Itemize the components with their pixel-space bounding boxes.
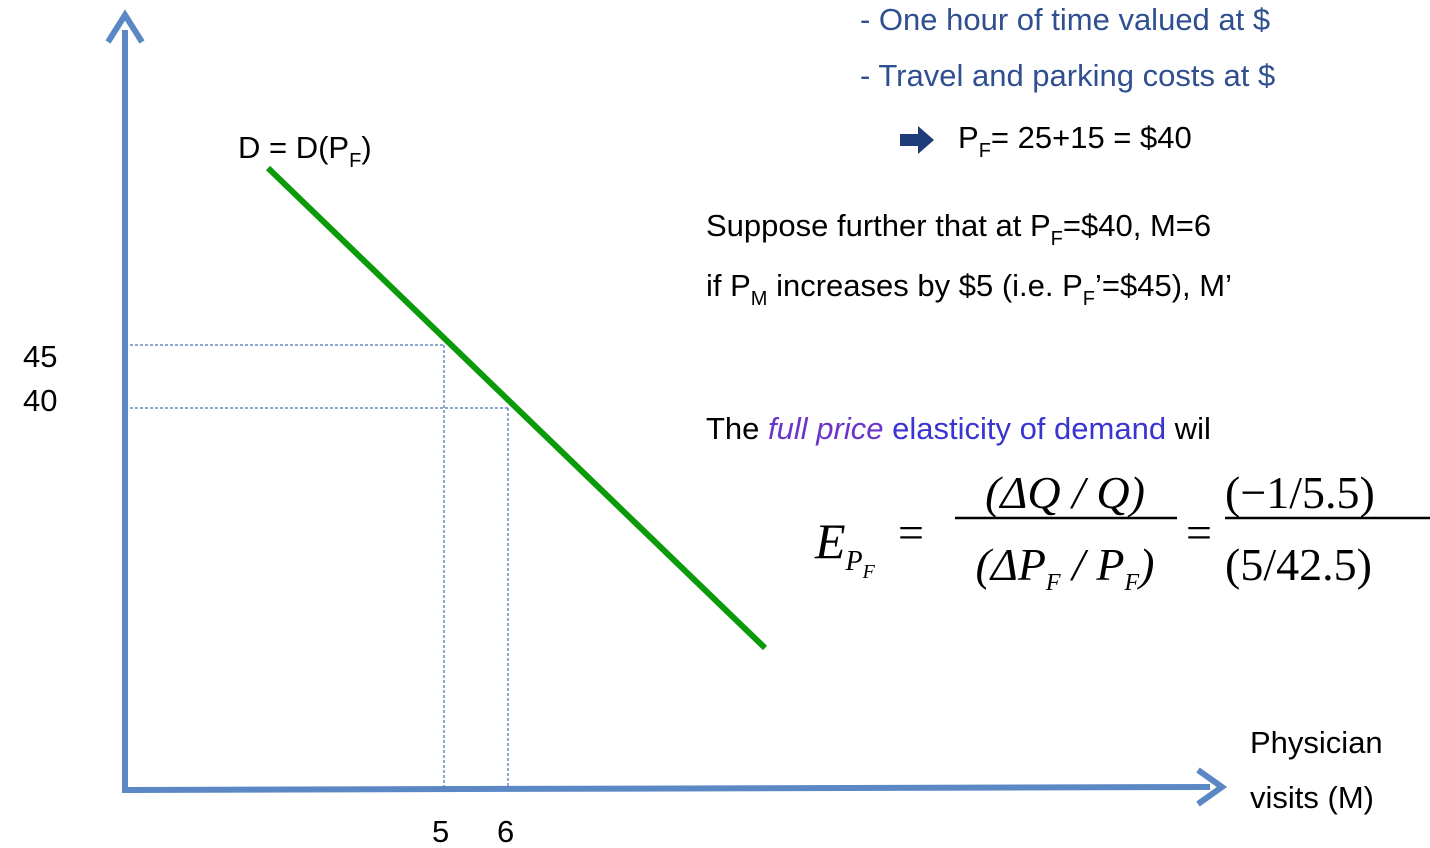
bullet: - One hour of time valued at $ <box>860 2 1270 37</box>
subscript: F <box>979 140 991 162</box>
subscript: F <box>1051 228 1063 250</box>
text: if P <box>706 268 751 303</box>
text: The <box>706 411 768 446</box>
text: =$40, M=6 <box>1063 208 1211 243</box>
subscript: F <box>1083 288 1095 310</box>
text: P <box>958 120 979 155</box>
suppose-line: Suppose further that at PF=$40, M=6 <box>706 208 1211 250</box>
arrow-icon <box>900 126 934 154</box>
text: ’=$45), M’ <box>1095 268 1232 303</box>
subscript: F <box>862 561 876 583</box>
subscript: F <box>1045 570 1061 596</box>
demand-label: D = D(PF) <box>238 130 372 172</box>
text: Suppose further that at P <box>706 208 1051 243</box>
x-axis-title: Physician <box>1250 725 1383 760</box>
x-axis-title: visits (M) <box>1250 780 1374 815</box>
text: D = D(P <box>238 130 349 165</box>
subscript: F <box>1123 570 1139 596</box>
denominator: (5/42.5) <box>1225 539 1372 590</box>
y-label: 40 <box>23 383 57 418</box>
denominator: (ΔPF / PF) <box>976 539 1155 596</box>
text: / P <box>1061 539 1125 590</box>
y-axis-arrow <box>105 9 145 44</box>
text: wil <box>1166 411 1211 446</box>
text: ) <box>361 130 371 165</box>
numerator: (−1/5.5) <box>1225 467 1375 518</box>
x-axis <box>121 784 1211 793</box>
text: ) <box>1136 539 1154 590</box>
highlight: elasticity of demand <box>883 411 1166 446</box>
bullet: - Travel and parking costs at $ <box>860 58 1275 93</box>
numerator: (ΔQ / Q) <box>985 467 1145 518</box>
subscript: P <box>845 546 863 577</box>
elasticity-line: The full price elasticity of demand wil <box>706 411 1211 446</box>
equals: = <box>1186 507 1212 558</box>
subscript: M <box>751 288 768 310</box>
increase-line: if PM increases by $5 (i.e. PF’=$45), M’ <box>706 268 1232 310</box>
full-price-line: PF= 25+15 = $40 <box>958 120 1192 162</box>
guides <box>130 344 509 788</box>
x-axis-arrow <box>1196 767 1228 807</box>
text: (ΔP <box>976 539 1046 590</box>
x-label: 5 <box>432 814 449 848</box>
y-label: 45 <box>23 339 57 374</box>
equals: = <box>898 507 924 558</box>
formula-lhs: EPF <box>814 513 876 583</box>
x-label: 6 <box>497 814 514 848</box>
text: increases by $5 (i.e. P <box>767 268 1082 303</box>
symbol: E <box>814 513 846 569</box>
subscript: F <box>349 150 361 172</box>
italic-term: full price <box>768 411 883 446</box>
text: = 25+15 = $40 <box>991 120 1192 155</box>
demand-curve <box>265 165 768 651</box>
